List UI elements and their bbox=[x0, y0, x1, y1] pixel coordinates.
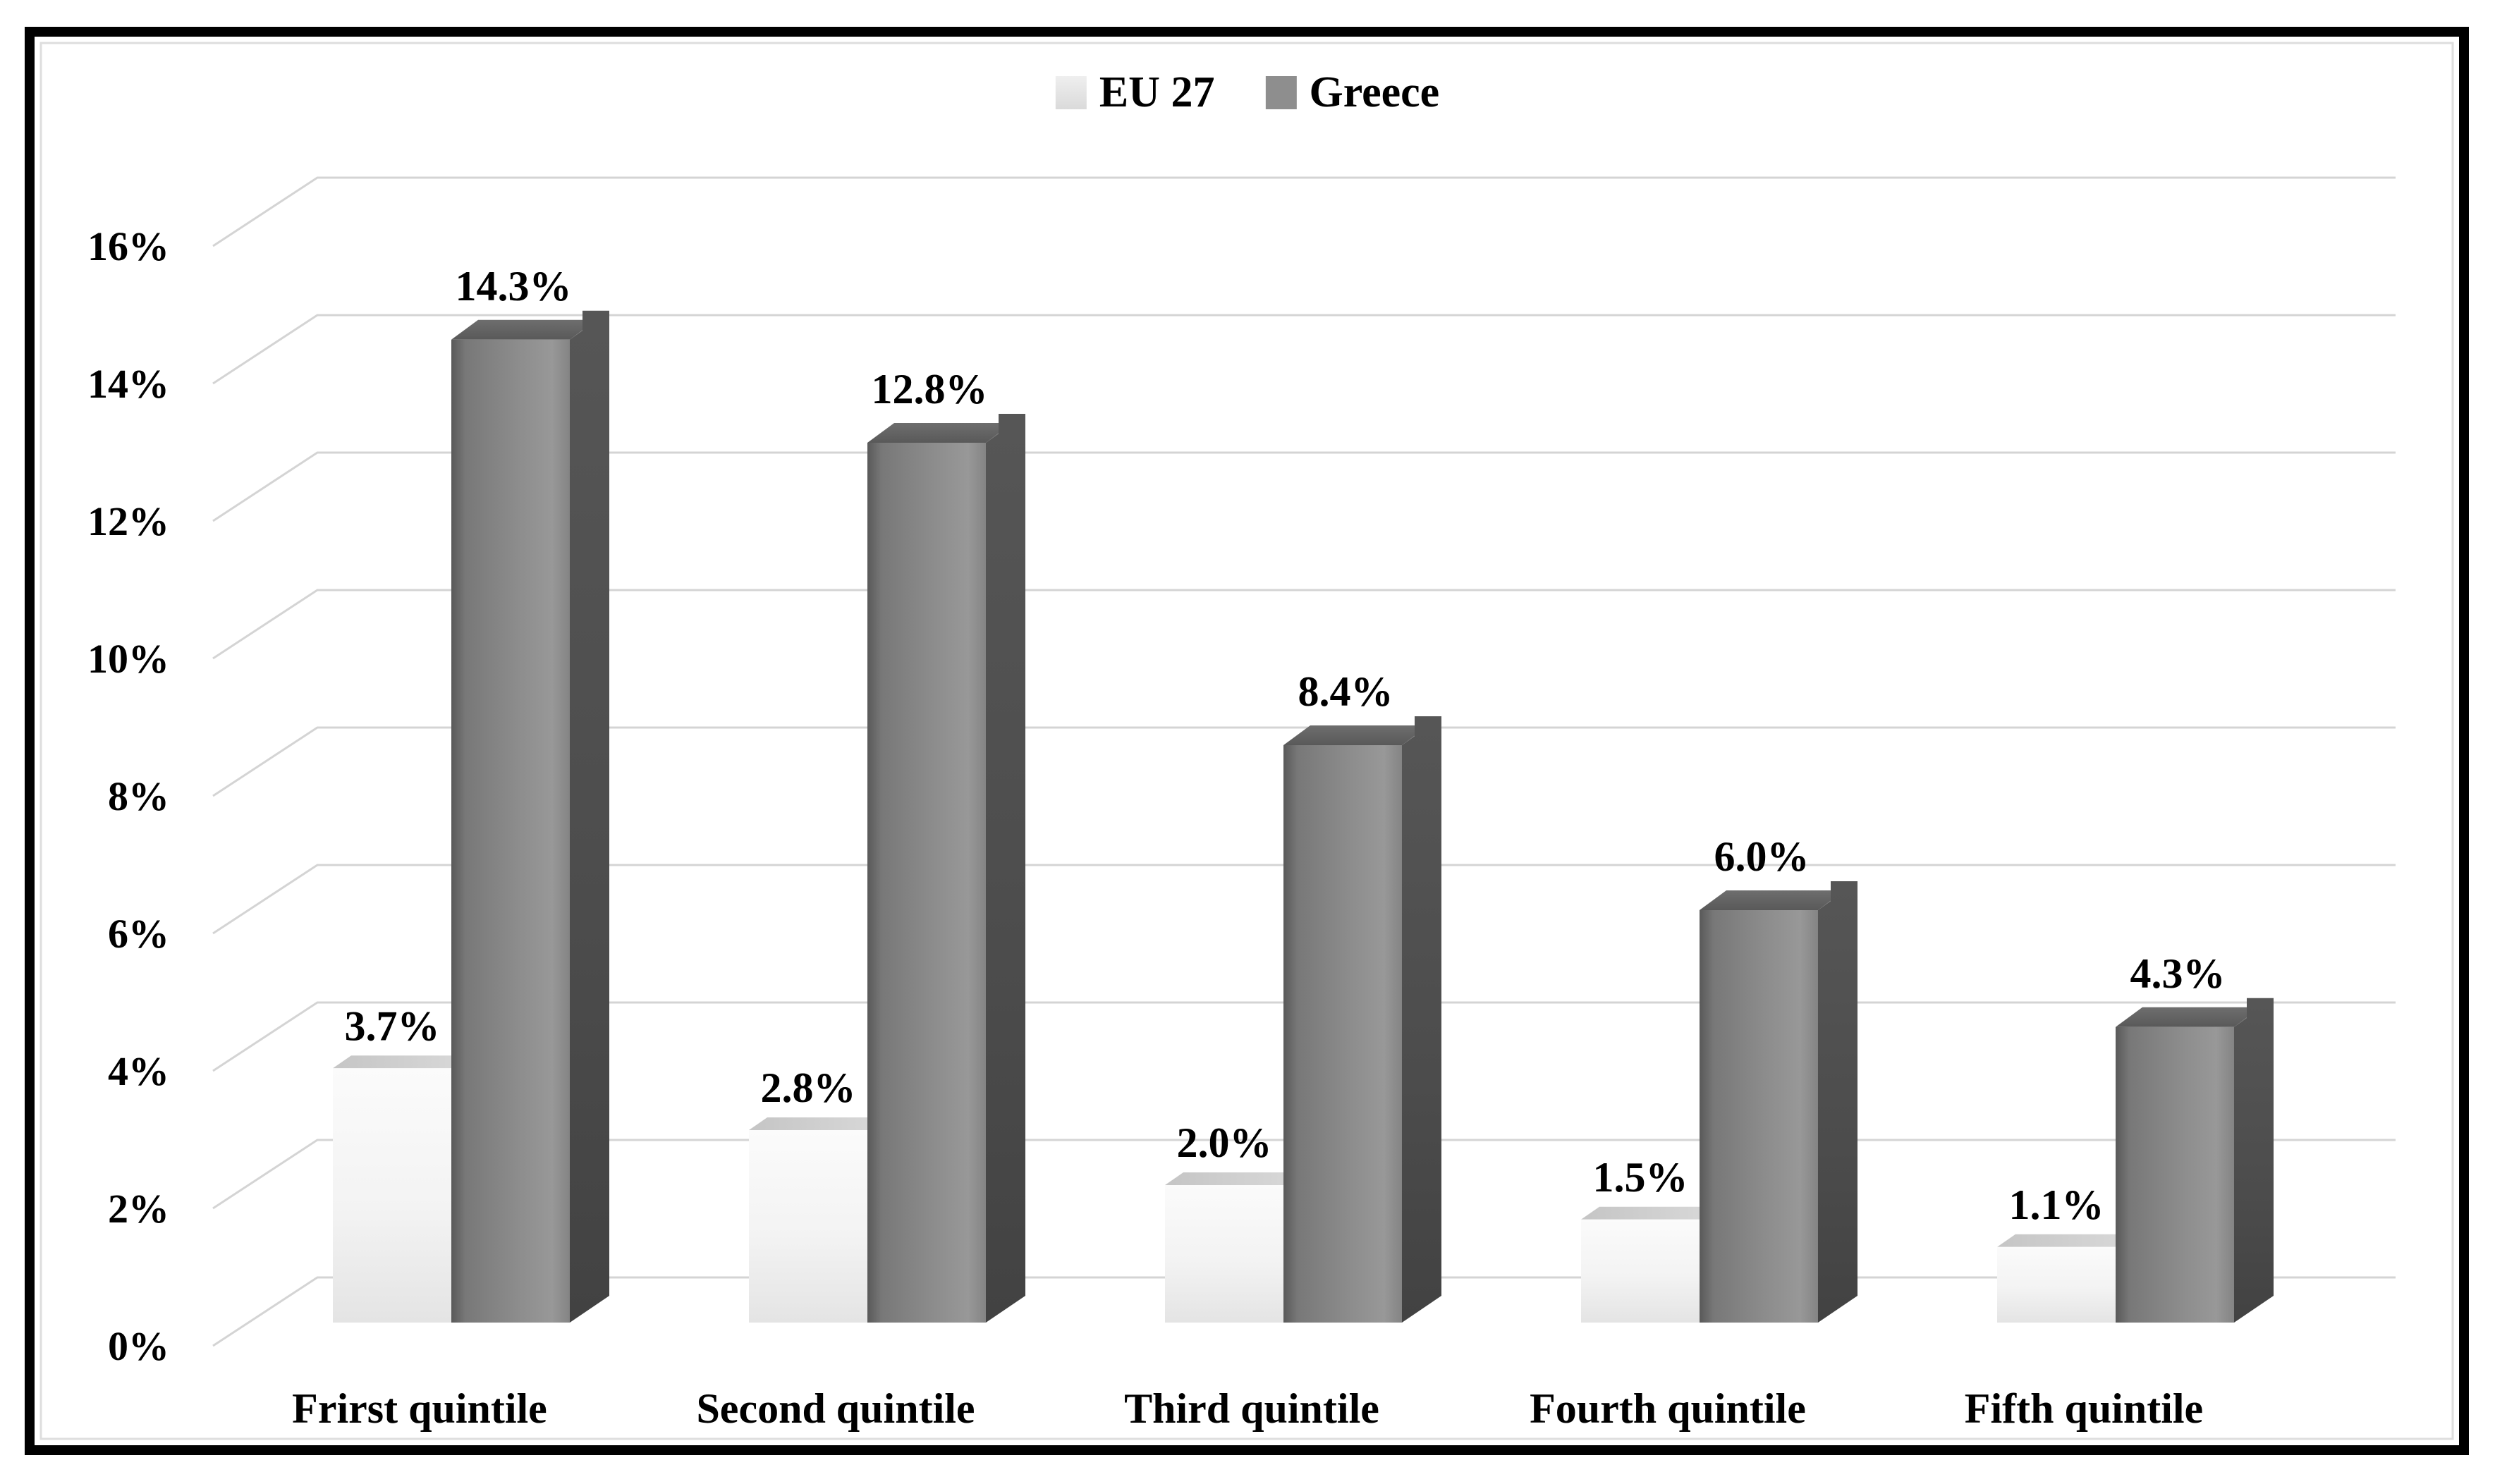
y-axis-tick-label: 10% bbox=[87, 636, 169, 682]
bar-top-greece-fifth-quintile bbox=[2116, 1007, 2261, 1027]
gridline-16% bbox=[212, 176, 2396, 247]
bar-top-eu27-frirst-quintile bbox=[333, 1055, 470, 1069]
bar-eu27-third-quintile bbox=[1165, 1185, 1283, 1323]
x-axis-category-label: Frirst quintile bbox=[292, 1385, 547, 1432]
value-label-eu27-third-quintile: 2.0% bbox=[1177, 1120, 1272, 1166]
value-label-eu27-frirst-quintile: 3.7% bbox=[345, 1002, 440, 1049]
bar-side-greece-fourth-quintile bbox=[1818, 881, 1857, 1323]
gridline-10% bbox=[212, 589, 2396, 660]
x-axis-category-label: Fourth quintile bbox=[1530, 1385, 1806, 1432]
bar-top-greece-fourth-quintile bbox=[1700, 890, 1845, 910]
labels-layer: 0% 2% 4% 6% 8% 10% 12% 14% 16% 3.7% 14.3% Frirst qu… bbox=[87, 223, 2226, 1432]
legend-item-greece: Greece bbox=[1265, 70, 1439, 114]
y-axis-tick-label: 14% bbox=[87, 361, 169, 407]
y-axis-tick-label: 2% bbox=[108, 1186, 169, 1232]
y-axis-tick-label: 0% bbox=[108, 1323, 169, 1369]
x-axis-category-label: Fifth quintile bbox=[1965, 1385, 2203, 1432]
inner-border-line bbox=[39, 42, 2454, 1440]
bar-side-greece-fifth-quintile bbox=[2234, 998, 2274, 1323]
legend-label-greece: Greece bbox=[1309, 68, 1440, 116]
gridline-8% bbox=[212, 726, 2396, 797]
value-label-eu27-fifth-quintile: 1.1% bbox=[2009, 1182, 2104, 1228]
legend-item-eu27: EU 27 bbox=[1055, 68, 1215, 116]
bar-top-eu27-third-quintile bbox=[1165, 1172, 1302, 1185]
bar-greece-third-quintile bbox=[1283, 745, 1402, 1323]
bar-side-greece-second-quintile bbox=[986, 414, 1025, 1323]
bar-top-eu27-second-quintile bbox=[749, 1117, 886, 1130]
bar-top-eu27-fourth-quintile bbox=[1581, 1206, 1718, 1220]
gridline-6% bbox=[212, 864, 2396, 935]
bar-side-greece-third-quintile bbox=[1402, 716, 1441, 1323]
bars-layer bbox=[333, 310, 2274, 1323]
value-label-greece-third-quintile: 8.4% bbox=[1298, 668, 1393, 715]
bar-greece-second-quintile bbox=[867, 443, 986, 1323]
bar-eu27-fifth-quintile bbox=[1997, 1246, 2116, 1323]
legend-swatch-greece-icon bbox=[1265, 75, 1297, 109]
y-axis-tick-label: 12% bbox=[87, 498, 169, 544]
chart-legend: EU 27 Greece bbox=[1055, 68, 1439, 116]
value-label-greece-frirst-quintile: 14.3% bbox=[456, 263, 572, 309]
value-label-eu27-fourth-quintile: 1.5% bbox=[1593, 1154, 1688, 1201]
x-axis-category-label: Third quintile bbox=[1124, 1385, 1379, 1432]
bar-top-greece-third-quintile bbox=[1283, 725, 1429, 745]
value-label-greece-fourth-quintile: 6.0% bbox=[1714, 833, 1810, 880]
bar-top-greece-second-quintile bbox=[867, 423, 1013, 443]
y-axis-tick-label: 4% bbox=[108, 1048, 169, 1094]
value-label-eu27-second-quintile: 2.8% bbox=[761, 1065, 856, 1111]
chart-frame bbox=[25, 27, 2469, 1455]
bar-side-greece-frirst-quintile bbox=[570, 310, 609, 1323]
x-axis-category-label: Second quintile bbox=[696, 1385, 975, 1432]
y-axis-tick-label: 8% bbox=[108, 773, 169, 819]
gridline-12% bbox=[212, 451, 2396, 522]
bar-greece-fourth-quintile bbox=[1700, 910, 1818, 1323]
y-axis-tick-label: 6% bbox=[108, 911, 169, 957]
bar-greece-frirst-quintile bbox=[451, 339, 570, 1323]
outer-border bbox=[25, 27, 2469, 1455]
legend-label-eu27: EU 27 bbox=[1099, 68, 1215, 116]
bar-eu27-frirst-quintile bbox=[333, 1068, 451, 1323]
value-label-greece-fifth-quintile: 4.3% bbox=[2130, 950, 2226, 997]
bar-eu27-second-quintile bbox=[749, 1130, 867, 1323]
bar-top-greece-frirst-quintile bbox=[451, 319, 597, 340]
bar-top-eu27-fifth-quintile bbox=[1997, 1234, 2134, 1247]
gridline-14% bbox=[212, 314, 2396, 385]
y-axis-tick-label: 16% bbox=[87, 223, 169, 269]
bar-eu27-fourth-quintile bbox=[1581, 1219, 1700, 1323]
bar-greece-fifth-quintile bbox=[2116, 1026, 2234, 1323]
legend-swatch-eu27-icon bbox=[1055, 75, 1087, 109]
value-label-greece-second-quintile: 12.8% bbox=[872, 366, 988, 412]
